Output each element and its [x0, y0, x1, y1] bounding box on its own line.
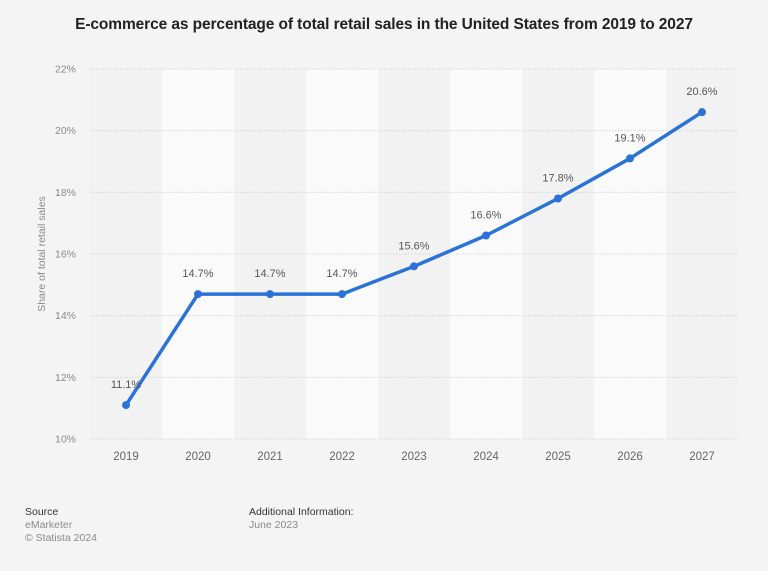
source-block: Source eMarketer © Statista 2024 — [25, 506, 97, 545]
x-tick-label: 2022 — [329, 451, 355, 463]
additional-info-value: June 2023 — [249, 519, 299, 531]
y-axis-label: Share of total retail sales — [36, 196, 48, 312]
x-tick-label: 2021 — [257, 451, 283, 463]
y-tick-label: 10% — [55, 434, 76, 446]
data-label: 15.6% — [398, 240, 429, 252]
source-name[interactable]: eMarketer — [25, 519, 73, 531]
data-label: 14.7% — [254, 268, 285, 280]
y-tick-label: 16% — [55, 249, 76, 261]
additional-info-block: Additional Information: June 2023 — [249, 506, 353, 532]
data-point[interactable] — [482, 231, 490, 240]
additional-info-label[interactable]: Additional Information: — [249, 506, 354, 518]
data-point[interactable] — [194, 290, 202, 299]
x-tick-label: 2026 — [617, 451, 643, 463]
data-point[interactable] — [410, 262, 418, 271]
data-label: 14.7% — [182, 268, 213, 280]
x-tick-label: 2023 — [401, 451, 427, 463]
x-tick-label: 2024 — [473, 451, 499, 463]
x-tick-label: 2020 — [185, 451, 211, 463]
data-point[interactable] — [626, 154, 634, 163]
data-label: 11.1% — [111, 379, 142, 391]
data-point[interactable] — [122, 401, 130, 410]
source-label: Source — [25, 506, 59, 518]
data-label: 16.6% — [470, 210, 501, 222]
y-tick-label: 22% — [55, 64, 76, 76]
x-tick-label: 2025 — [545, 451, 571, 463]
data-points — [122, 108, 706, 410]
y-tick-label: 18% — [55, 187, 76, 199]
x-tick-label: 2027 — [689, 451, 715, 463]
data-point[interactable] — [554, 194, 562, 203]
data-label: 17.8% — [542, 173, 573, 185]
data-label: 14.7% — [326, 268, 357, 280]
gridlines — [90, 68, 738, 440]
data-label: 19.1% — [614, 132, 645, 144]
data-labels: 11.1% 14.7% 14.7% 14.7% 15.6% 16.6% 17.8% 19.1%… — [111, 86, 718, 391]
line-chart: 10%12%14%16%18%20%22% 2019 2020 2021 2022 20… — [36, 64, 738, 463]
x-axis-ticks: 2019 2020 2021 2022 2023 2024 2025 2026 2027 — [113, 451, 715, 463]
y-tick-label: 20% — [55, 125, 76, 137]
chart-title: E-commerce as percentage of total retail… — [75, 16, 693, 33]
y-tick-label: 14% — [55, 310, 76, 322]
data-point[interactable] — [338, 290, 346, 299]
data-point[interactable] — [698, 108, 706, 117]
x-tick-label: 2019 — [113, 451, 139, 463]
y-tick-label: 12% — [55, 372, 76, 384]
y-axis-ticks: 10% 12% 14% 16% 18% 20% 22% — [55, 64, 76, 446]
data-point[interactable] — [266, 290, 274, 299]
copyright: © Statista 2024 — [25, 532, 97, 544]
data-label: 20.6% — [686, 86, 717, 98]
